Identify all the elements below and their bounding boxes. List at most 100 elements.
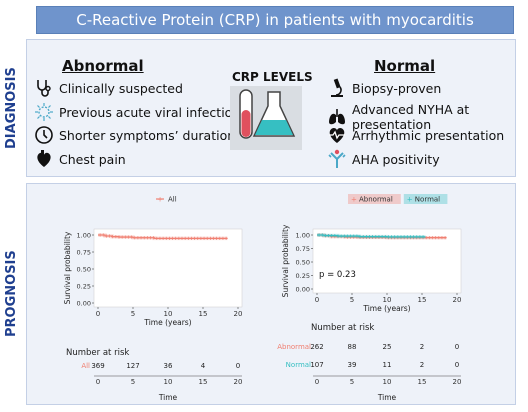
lungs-icon — [327, 107, 347, 127]
diagnosis-section-label: DIAGNOSIS — [4, 67, 19, 149]
censor-mark — [415, 235, 419, 239]
censor-mark — [333, 233, 337, 238]
x-tick-label: 20 — [453, 296, 462, 304]
risk-x-tick-label: 10 — [383, 378, 392, 386]
censor-mark — [364, 235, 368, 239]
censor-mark — [317, 233, 321, 237]
risk-value: 2 — [420, 343, 424, 351]
censor-mark — [111, 235, 115, 239]
y-tick-label: 0.75 — [296, 245, 310, 253]
risk-value: 39 — [348, 361, 357, 369]
censor-mark — [136, 236, 140, 240]
risk-value: 11 — [383, 361, 392, 369]
censor-mark — [114, 235, 118, 239]
censor-mark — [336, 234, 340, 238]
censor-mark — [205, 236, 209, 240]
risk-row-label: Normal — [286, 361, 311, 369]
x-tick-label: 10 — [164, 310, 173, 318]
censor-mark — [202, 236, 206, 240]
risk-value: 25 — [383, 343, 392, 351]
y-tick-label: 0.25 — [77, 283, 91, 291]
censor-mark — [142, 236, 146, 240]
risk-row-label: Abnormal — [277, 343, 311, 351]
risk-x-tick-label: 0 — [315, 378, 319, 386]
censor-mark — [323, 233, 327, 238]
censor-mark — [399, 235, 403, 239]
censor-mark — [402, 235, 406, 239]
x-axis-label: Time (years) — [143, 318, 191, 327]
censor-mark — [342, 234, 346, 238]
abnormal-item-label: Shorter symptoms’ duration — [59, 127, 236, 143]
y-tick-label: 1.00 — [296, 232, 310, 240]
y-tick-label: 1.00 — [77, 232, 91, 240]
censor-mark — [161, 236, 165, 240]
censor-mark — [107, 234, 112, 238]
normal-item-label: Biopsy-proven — [352, 80, 442, 96]
abnormal-item: Chest pain — [34, 149, 126, 169]
risk-value: 369 — [91, 362, 104, 370]
censor-mark — [152, 236, 156, 240]
censor-mark — [183, 236, 187, 240]
risk-x-tick-label: 10 — [164, 378, 173, 386]
censor-mark — [155, 236, 159, 240]
legend-marker: + — [351, 196, 357, 204]
censor-mark — [120, 235, 124, 239]
clock-icon — [34, 125, 54, 145]
normal-item-label: Advanced NYHA at presentation — [352, 102, 470, 132]
abnormal-item-label: Previous acute viral infection — [59, 104, 241, 120]
censor-mark — [123, 235, 127, 239]
censor-mark — [211, 236, 216, 240]
censor-mark — [326, 233, 331, 238]
x-tick-label: 10 — [383, 296, 392, 304]
y-tick-label: 0.00 — [296, 286, 310, 294]
legend-label: Normal — [415, 196, 440, 204]
censor-mark — [418, 235, 422, 239]
censor-mark — [405, 235, 409, 239]
x-tick-label: 15 — [199, 310, 208, 318]
x-tick-label: 5 — [350, 296, 354, 304]
heartbeat-icon — [327, 125, 347, 145]
antibody-icon — [327, 149, 347, 169]
censor-mark — [221, 236, 225, 240]
censor-mark — [352, 234, 356, 238]
y-tick-label: 0.50 — [77, 266, 91, 274]
legend-swatch — [348, 194, 401, 204]
censor-mark — [148, 236, 153, 240]
risk-value: 4 — [201, 362, 206, 370]
x-tick-label: 20 — [234, 310, 243, 318]
risk-table-title: Number at risk — [311, 323, 374, 333]
legend-label: All — [168, 196, 177, 204]
risk-value: 0 — [455, 343, 459, 351]
y-tick-label: 0.75 — [77, 249, 91, 257]
legend-marker: + — [407, 196, 413, 204]
censor-mark — [440, 236, 444, 240]
risk-x-axis-label: Time — [158, 393, 178, 402]
censor-mark — [355, 234, 359, 238]
censor-mark — [374, 235, 378, 239]
censor-mark — [139, 236, 143, 240]
p-value-annotation: p = 0.23 — [319, 270, 356, 280]
censor-mark — [215, 236, 219, 240]
virus-icon — [34, 102, 54, 122]
risk-value: 88 — [348, 343, 357, 351]
censor-mark — [345, 234, 350, 238]
plot-area — [312, 228, 462, 294]
censor-mark — [218, 236, 222, 240]
censor-mark — [130, 235, 134, 239]
y-axis-label: Survival probability — [281, 224, 290, 297]
normal-item-label: AHA positivity — [352, 151, 440, 167]
censor-mark — [133, 236, 137, 240]
abnormal-item: Previous acute viral infection — [34, 102, 240, 122]
censor-mark — [170, 236, 175, 240]
normal-item: Arrhythmic presentation — [327, 125, 504, 145]
censor-mark — [386, 235, 390, 239]
legend-marker: + — [157, 196, 163, 204]
legend-swatch — [403, 194, 448, 204]
x-tick-label: 0 — [96, 310, 100, 318]
censor-mark — [424, 236, 428, 240]
risk-value: 262 — [310, 343, 323, 351]
risk-value: 127 — [126, 362, 139, 370]
y-tick-label: 0.00 — [77, 300, 91, 308]
censor-mark — [145, 236, 149, 240]
risk-x-tick-label: 20 — [453, 378, 462, 386]
